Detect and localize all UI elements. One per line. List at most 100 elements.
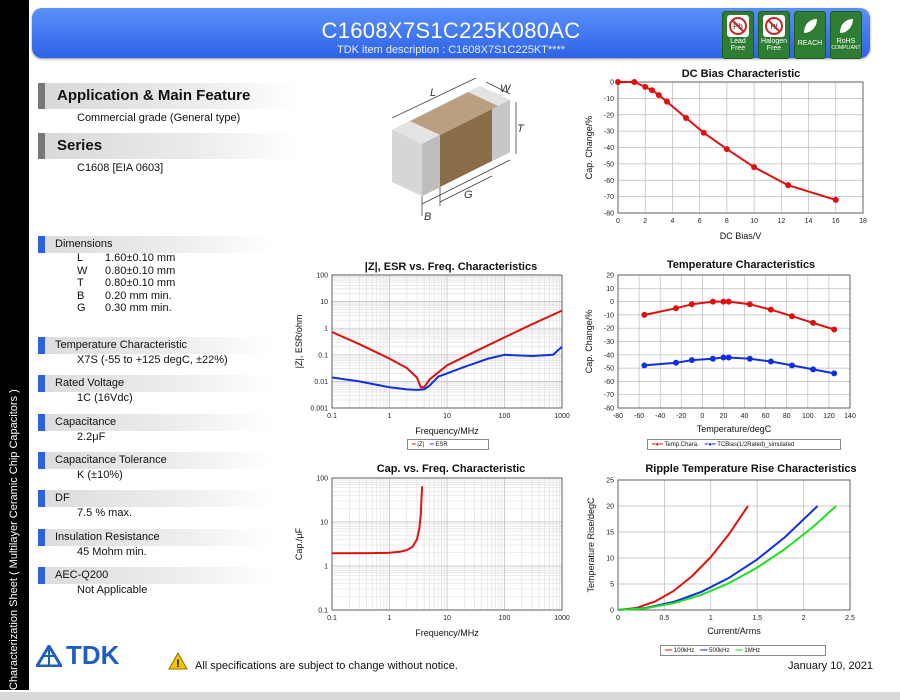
y-tick-label: 0.1	[318, 608, 328, 615]
spec-value-capacitance: 2.2μF	[77, 431, 106, 443]
spec-value-tolerance: K (±10%)	[77, 469, 123, 481]
x-tick-label: 1	[709, 615, 713, 622]
data-point	[642, 83, 649, 90]
item-description: TDK item description : C1608X7S1C225KT**…	[336, 44, 566, 56]
x-tick-label: 1	[388, 615, 392, 622]
spec-value-voltage: 1C (16Vdc)	[77, 392, 133, 404]
data-point	[615, 79, 621, 85]
z-esr-chart: 0.1 1 10 100 1000 0.001 0.01 0.1 1 10 100 Frequency…	[294, 273, 570, 437]
y-tick-label: -50	[604, 161, 614, 168]
y-tick-label: -30	[604, 129, 614, 136]
ripple-chart: 0 0.5 1 1.5 2 2.5 0 5 10 15 20 25 Current/Arms Temper…	[586, 478, 855, 637]
legend-item: ━━ 100kHz	[665, 648, 695, 654]
x-tick-label: 0.5	[660, 615, 670, 622]
spec-heading-df: DF	[38, 490, 273, 507]
x-tick-label: 1.5	[752, 615, 762, 622]
footer-date: January 10, 2021	[788, 660, 874, 672]
dimensions-table: L 1.60±0.10 mm W 0.80±0.10 mm T 0.80±0.10 m…	[77, 252, 175, 315]
x-tick-label: 10	[443, 413, 451, 420]
spec-heading-temperature: Temperature Characteristic	[38, 337, 273, 354]
y-axis-label: |Z|, ESR/ohm	[294, 315, 304, 369]
dimension-row: T 0.80±0.10 mm	[77, 277, 176, 289]
y-tick-label: 0	[610, 608, 614, 615]
y-tick-label: 10	[606, 556, 614, 563]
x-tick-label: 1000	[554, 413, 570, 420]
x-tick-label: 1	[388, 413, 392, 420]
x-tick-label: 100	[499, 413, 511, 420]
reach-badge: REACH	[794, 11, 826, 59]
temperature-chart: -80 -60 -40 -20 0 20 40 60 80 100 120 14020100-10-2…	[584, 273, 856, 435]
dimension-row: G 0.30 mm min.	[77, 302, 172, 314]
x-axis-label: DC Bias/V	[720, 231, 762, 241]
legend-item: ━●━ TCBias(1/2Rated)_simulated	[704, 442, 795, 448]
x-tick-label: 0.1	[327, 615, 337, 622]
y-tick-label: -20	[604, 326, 614, 333]
x-tick-label: 10	[443, 615, 451, 622]
y-tick-label: 5	[610, 582, 614, 589]
y-tick-label: 20	[606, 504, 614, 511]
footer-notice: All specifications are subject to change…	[195, 660, 458, 672]
data-point	[720, 298, 727, 305]
y-tick-label: 20	[606, 273, 614, 280]
x-axis-label: Temperature/degC	[697, 424, 772, 434]
lead-free-icon: Pb	[727, 15, 749, 37]
plot-frame	[617, 81, 864, 214]
data-point	[641, 362, 648, 369]
plot-frame	[331, 274, 563, 409]
x-tick-label: 80	[783, 413, 791, 420]
spec-value-aec: Not Applicable	[77, 584, 148, 596]
halogen-free-badge: Hf Halogen Free	[758, 11, 790, 59]
tdk-logo-icon	[36, 644, 62, 667]
y-axis-label: Cap. Change/%	[584, 116, 594, 180]
y-tick-label: -10	[604, 96, 614, 103]
chart-title-dc-bias: DC Bias Characteristic	[681, 68, 801, 80]
data-point	[683, 115, 690, 122]
halogen-free-icon: Hf	[763, 15, 785, 37]
x-tick-label: -80	[613, 413, 623, 420]
series-line-1	[331, 486, 424, 555]
y-tick-label: -70	[604, 392, 614, 399]
x-axis-label: Frequency/MHz	[415, 628, 479, 638]
side-bar	[0, 0, 29, 690]
y-tick-label: -20	[604, 112, 614, 119]
chart-title-z-esr: |Z|, ESR vs. Freq. Characteristics	[364, 261, 538, 273]
spec-value-df: 7.5 % max.	[77, 507, 133, 519]
plot-area	[618, 480, 850, 610]
dc-bias-chart: 0 2 4 6 8 10 12 14 16 18 0 -10 -20 -30 -40 -50 -60 -70 -80…	[584, 79, 867, 241]
y-tick-label: -80	[604, 211, 614, 218]
x-tick-label: 14	[805, 218, 813, 225]
y-tick-label: -60	[604, 178, 614, 185]
legend-item: ━●━ Temp.Chara.	[652, 442, 699, 448]
series-heading: Series	[38, 133, 298, 159]
y-tick-label: 0.01	[314, 379, 328, 386]
x-axis-label: Frequency/MHz	[415, 426, 479, 436]
x-tick-label: 16	[832, 218, 840, 225]
series-line-3	[617, 505, 837, 611]
x-tick-label: 12	[777, 218, 785, 225]
y-tick-label: -60	[604, 379, 614, 386]
dimensions-heading: Dimensions	[38, 236, 273, 253]
series-line-1	[331, 309, 563, 389]
x-tick-label: -60	[634, 413, 644, 420]
x-tick-label: 0	[616, 218, 620, 225]
spec-heading-aec: AEC-Q200	[38, 567, 273, 584]
y-tick-label: 1	[324, 326, 328, 333]
dim-label-g: G	[464, 189, 473, 201]
warning-icon: !	[168, 652, 188, 670]
legend-item: ━━ 500kHz	[700, 648, 730, 654]
plot-frame	[617, 274, 851, 409]
data-point	[700, 129, 707, 136]
legend-z-esr: ━ |Z| ━ ESR	[407, 439, 489, 450]
y-tick-label: -40	[604, 352, 614, 359]
spec-heading-tolerance: Capacitance Tolerance	[38, 452, 273, 469]
x-tick-label: 20	[720, 413, 728, 420]
spec-heading-voltage: Rated Voltage	[38, 375, 273, 392]
data-point	[673, 359, 679, 366]
data-point	[641, 311, 648, 318]
data-point	[746, 301, 753, 308]
x-tick-label: -40	[655, 413, 665, 420]
x-tick-label: 8	[725, 218, 729, 225]
dim-label-b: B	[424, 211, 431, 223]
chart-title-ripple: Ripple Temperature Rise Characteristics	[645, 463, 857, 475]
y-tick-label: 100	[316, 476, 328, 483]
